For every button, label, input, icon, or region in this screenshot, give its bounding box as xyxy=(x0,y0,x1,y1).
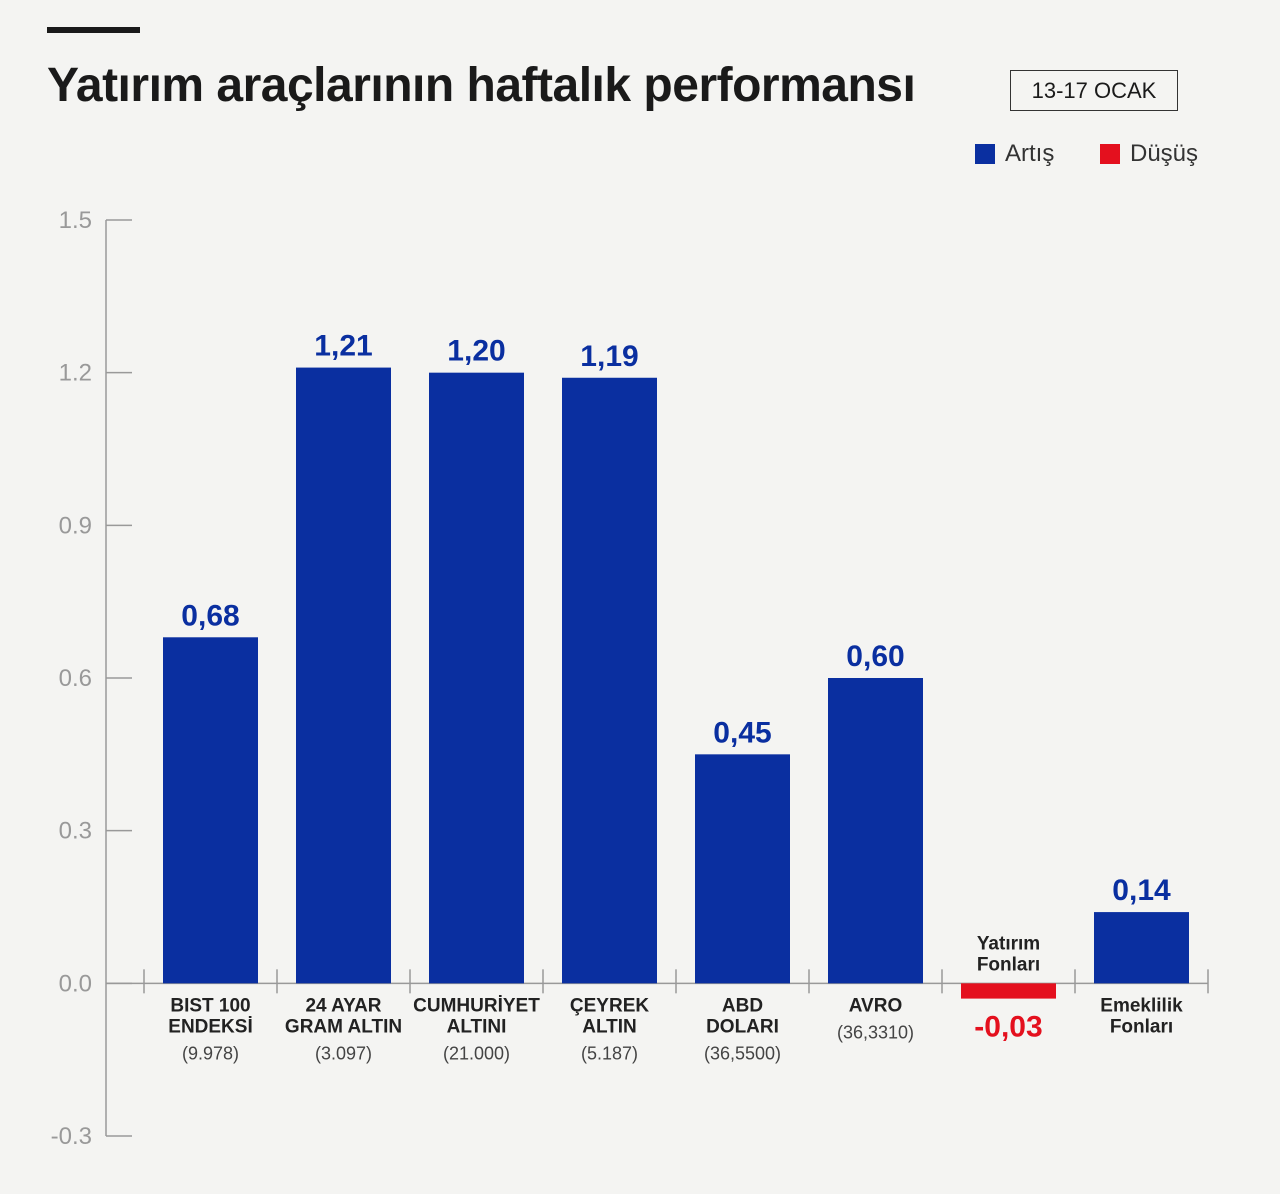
bar xyxy=(429,372,524,984)
category-label: Yatırım xyxy=(977,933,1040,954)
bar-value-label: 0,68 xyxy=(181,599,239,632)
legend-item-up: Artış xyxy=(975,140,1054,168)
bar-value-label: 1,21 xyxy=(314,330,372,363)
category-label: 24 AYAR xyxy=(305,995,381,1016)
bar xyxy=(296,367,391,984)
category-label: GRAM ALTIN xyxy=(285,1016,402,1037)
chart-title: Yatırım araçlarının haftalık performansı xyxy=(47,59,916,112)
bar xyxy=(562,377,657,984)
bar-value-label: 1,19 xyxy=(580,340,638,373)
y-tick-label: 1.2 xyxy=(59,360,92,387)
category-sublabel: (3.097) xyxy=(315,1043,372,1063)
bar xyxy=(163,637,258,984)
legend-item-down: Düşüş xyxy=(1100,140,1198,168)
bar xyxy=(1094,912,1189,984)
bar-value-label: -0,03 xyxy=(974,1011,1042,1044)
y-tick-label: 1.5 xyxy=(59,207,92,234)
category-label: Fonları xyxy=(977,954,1040,975)
bar-value-label: 0,45 xyxy=(713,716,771,749)
y-tick-label: -0.3 xyxy=(51,1123,92,1150)
y-tick-label: 0.6 xyxy=(59,665,92,692)
bar xyxy=(828,678,923,984)
category-label: ENDEKSİ xyxy=(168,1016,252,1037)
title-accent-bar xyxy=(47,27,140,33)
legend-swatch-down xyxy=(1100,144,1120,164)
category-sublabel: (21.000) xyxy=(443,1043,510,1063)
bar xyxy=(695,754,790,984)
category-sublabel: (5.187) xyxy=(581,1043,638,1063)
category-label: Emeklilik xyxy=(1100,995,1183,1016)
category-label: ÇEYREK xyxy=(570,995,649,1016)
y-tick-label: 0.9 xyxy=(59,512,92,539)
category-label: BIST 100 xyxy=(170,995,250,1016)
date-range-badge: 13-17 OCAK xyxy=(1010,70,1178,111)
category-label: CUMHURİYET xyxy=(413,995,540,1016)
bar-value-label: 0,14 xyxy=(1112,874,1171,907)
legend-swatch-up xyxy=(975,144,995,164)
y-tick-label: 0.0 xyxy=(59,970,92,997)
category-label: AVRO xyxy=(849,995,902,1016)
category-label: ALTIN xyxy=(582,1016,637,1037)
bar xyxy=(961,983,1056,999)
category-label: Fonları xyxy=(1110,1016,1173,1037)
category-sublabel: (9.978) xyxy=(182,1043,239,1063)
category-label: ALTINI xyxy=(447,1016,507,1037)
category-label: ABD xyxy=(722,995,763,1016)
category-sublabel: (36,5500) xyxy=(704,1043,781,1063)
legend-label-up: Artış xyxy=(1005,140,1055,167)
legend-label-down: Düşüş xyxy=(1130,140,1199,167)
category-label: DOLARI xyxy=(706,1016,779,1037)
y-tick-label: 0.3 xyxy=(59,818,92,845)
category-sublabel: (36,3310) xyxy=(837,1022,914,1042)
bar-value-label: 1,20 xyxy=(447,335,505,368)
bar-value-label: 0,60 xyxy=(846,640,904,673)
